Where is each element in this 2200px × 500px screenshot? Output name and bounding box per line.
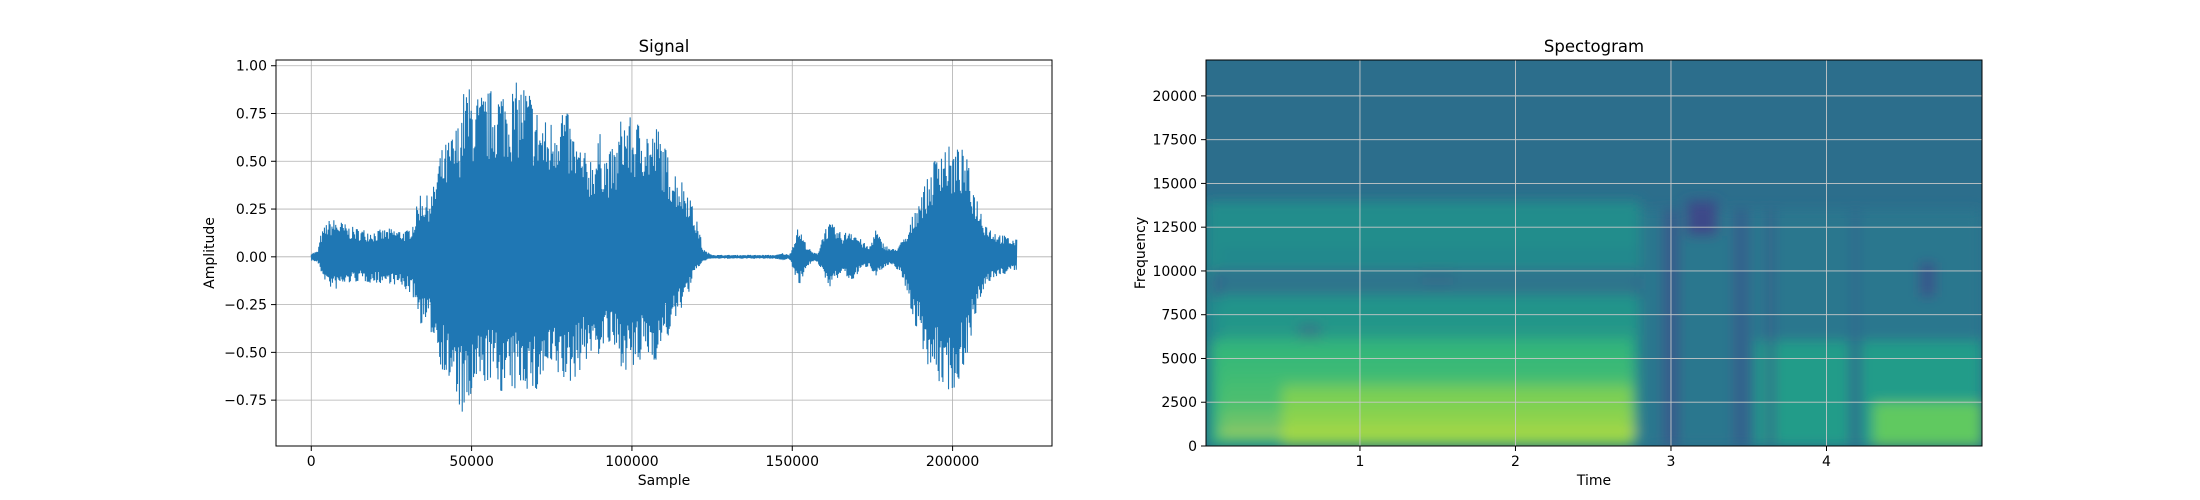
spectrogram-y-tick-label: 15000: [1152, 176, 1197, 192]
spectrogram-region: [1733, 209, 1749, 446]
signal-x-ticks: 0 50000 100000 150000 200000: [307, 446, 979, 470]
spectrogram-harmonic-band: [1219, 374, 1637, 380]
spectrogram-harmonic-band: [1219, 265, 1637, 271]
signal-title: Signal: [639, 37, 690, 56]
signal-y-tick-label: 0.00: [236, 250, 267, 266]
signal-frame: [275, 59, 1053, 447]
signal-y-tick-label: 0.50: [236, 154, 267, 170]
spectrogram-harmonic-band: [1219, 415, 1637, 421]
spectrogram-region: [1686, 200, 1718, 236]
spectrogram-heatmap: [1206, 200, 1982, 446]
spectrogram-harmonic-band: [1219, 428, 1637, 434]
spectrogram-y-tick-label: 20000: [1152, 89, 1197, 105]
spectrogram-region: [1849, 209, 1861, 446]
spectrogram-y-tick-label: 12500: [1152, 220, 1197, 236]
signal-x-tick-label: 100000: [605, 454, 658, 470]
signal-y-ticks: −0.75 −0.50 −0.25 0.00 0.25 0.50 0.75 1.00: [224, 59, 276, 409]
signal-y-tick-label: 1.00: [236, 59, 267, 75]
spectrogram-frame: [1205, 59, 1983, 447]
spectrogram-x-tick-label: 1: [1355, 454, 1364, 470]
spectrogram-x-ticks: 1 2 3 4: [1355, 446, 1831, 470]
spectrogram-y-tick-label: 7500: [1161, 308, 1197, 324]
signal-waveform: [310, 82, 1018, 412]
signal-y-tick-label: −0.75: [224, 393, 267, 409]
spectrogram-harmonic-band: [1219, 347, 1637, 353]
spectrogram-harmonic-band: [1219, 333, 1637, 339]
spectrogram-harmonic-band: [1219, 319, 1637, 325]
spectrogram-y-axis-label: Frequency: [1133, 217, 1149, 289]
spectrogram-harmonic-band: [1219, 388, 1637, 394]
spectrogram-y-tick-label: 17500: [1152, 133, 1197, 149]
spectrogram-region: [1919, 262, 1936, 298]
spectrogram-harmonic-band: [1219, 251, 1637, 257]
signal-x-tick-label: 200000: [926, 454, 979, 470]
signal-y-tick-label: 0.25: [236, 202, 267, 218]
spectrogram-title: Spectogram: [1544, 37, 1644, 56]
spectrogram-y-ticks: 0 2500 5000 7500 10000 12500 15000 17500 20000: [1152, 89, 1206, 455]
signal-y-tick-label: −0.50: [224, 345, 267, 361]
spectrogram-y-tick-label: 0: [1188, 439, 1197, 455]
signal-chart: 0 50000 100000 150000 200000 −0.75 −0.50 −0.25…: [202, 37, 1053, 489]
signal-y-tick-label: −0.25: [224, 298, 267, 314]
spectrogram-harmonic-band: [1219, 306, 1637, 312]
spectrogram-harmonic-band: [1219, 360, 1637, 366]
signal-x-tick-label: 0: [307, 454, 316, 470]
spectrogram-y-tick-label: 10000: [1152, 264, 1197, 280]
signal-x-tick-label: 150000: [766, 454, 819, 470]
signal-x-axis-label: Sample: [638, 473, 691, 489]
spectrogram-y-tick-label: 2500: [1161, 395, 1197, 411]
spectrogram-harmonic-band: [1219, 292, 1637, 298]
spectrogram-region: [1767, 209, 1774, 446]
spectrogram-y-tick-label: 5000: [1161, 351, 1197, 367]
spectrogram-x-tick-label: 4: [1822, 454, 1831, 470]
spectrogram-x-tick-label: 2: [1511, 454, 1520, 470]
spectrogram-harmonic-band: [1219, 401, 1637, 407]
signal-y-axis-label: Amplitude: [202, 217, 218, 289]
spectrogram-harmonic-band: [1219, 278, 1637, 284]
spectrogram-region: [1873, 402, 1982, 446]
signal-x-tick-label: 50000: [449, 454, 494, 470]
spectrogram-x-axis-label: Time: [1576, 473, 1611, 489]
spectrogram-x-tick-label: 3: [1667, 454, 1676, 470]
spectrogram-chart: 1 2 3 4 0 2500 5000 7500 10000 12500 15000 17500 20…: [1133, 37, 1983, 489]
signal-y-tick-label: 0.75: [236, 107, 267, 123]
